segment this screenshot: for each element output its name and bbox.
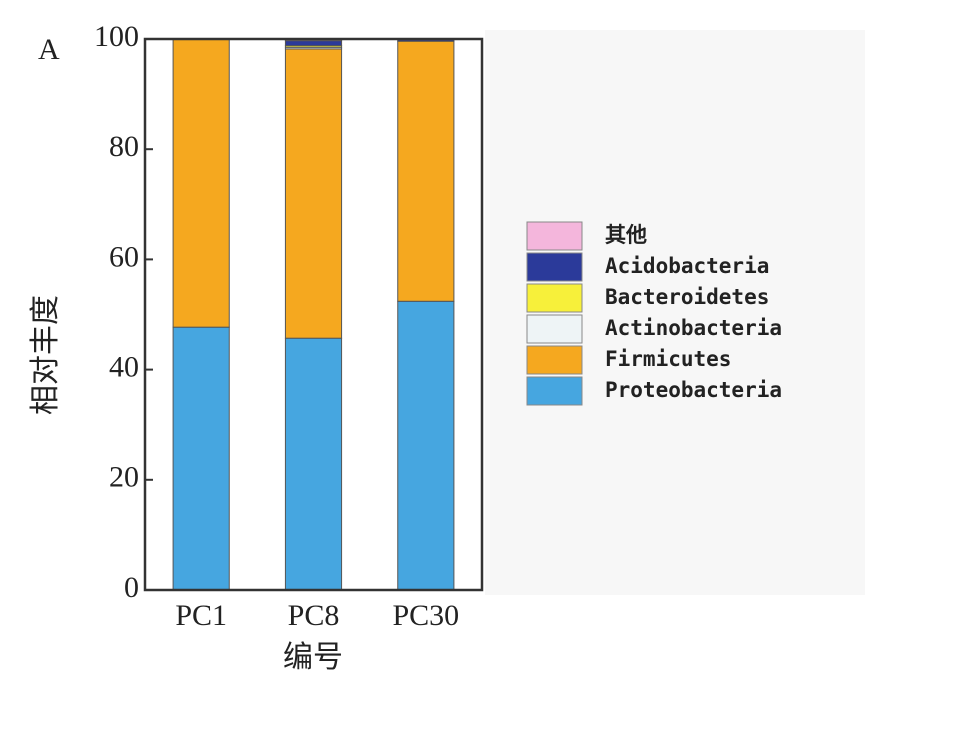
plot-frame: [143, 37, 484, 592]
x-tick-label: PC30: [392, 599, 459, 632]
bar-segment: [397, 300, 455, 591]
panel-label: A: [38, 33, 60, 66]
legend-label: Actinobacteria: [605, 316, 782, 340]
legend-label: Firmicutes: [605, 347, 731, 371]
legend-swatch: [526, 376, 583, 406]
x-axis-label: 编号: [283, 641, 343, 674]
legend-label: Bacteroidetes: [605, 285, 769, 309]
bar-segment: [284, 48, 343, 339]
bar-segment: [172, 38, 230, 328]
x-tick-label: PC8: [288, 599, 340, 632]
legend-swatch: [526, 252, 583, 282]
legend-swatch: [526, 283, 583, 313]
x-tick-label: PC1: [175, 599, 227, 632]
bar-segment: [397, 40, 455, 302]
y-tick-label: 0: [124, 571, 139, 604]
legend-label: 其他: [605, 223, 647, 247]
bar-segment: [172, 326, 230, 591]
y-tick-label: 80: [109, 130, 139, 163]
legend-swatch: [526, 345, 583, 375]
bar-segment: [284, 40, 343, 47]
y-tick-label: 60: [109, 240, 139, 273]
bar-segment: [284, 337, 343, 591]
y-tick-label: 100: [94, 20, 139, 53]
legend-label: Proteobacteria: [605, 378, 782, 402]
legend-label: Acidobacteria: [605, 254, 769, 278]
y-tick-label: 40: [109, 350, 139, 383]
legend-swatch: [526, 221, 583, 251]
y-axis-label: 相对丰度: [29, 295, 62, 415]
y-tick-label: 20: [109, 461, 139, 494]
legend-swatch: [526, 314, 583, 344]
